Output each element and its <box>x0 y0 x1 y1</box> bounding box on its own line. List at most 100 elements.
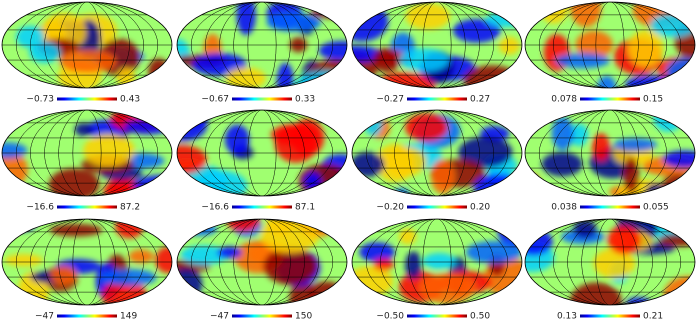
colorbar-min: 0.13 <box>557 312 577 322</box>
blob <box>498 36 521 55</box>
blob <box>128 249 154 264</box>
blob <box>352 6 369 22</box>
colorbar <box>57 97 117 101</box>
blob <box>183 222 217 236</box>
colorbar-max: 87.1 <box>295 203 315 213</box>
blob <box>48 168 100 196</box>
colorbar <box>407 314 467 318</box>
blob <box>607 225 641 255</box>
blob <box>430 159 455 195</box>
blob <box>155 246 172 274</box>
blob <box>15 25 45 48</box>
blob <box>485 11 522 28</box>
colorbar-min: −0.73 <box>26 95 54 105</box>
blob <box>102 269 157 287</box>
blob <box>541 152 583 177</box>
colorbar-min: −0.67 <box>201 95 229 105</box>
colorbar-min: −47 <box>35 312 54 322</box>
blob <box>420 273 475 304</box>
blob <box>177 180 192 196</box>
blob <box>4 253 44 267</box>
blob <box>473 173 522 196</box>
blob <box>593 248 636 279</box>
colorbar-min: −0.50 <box>376 312 404 322</box>
colorbar-max: 0.20 <box>470 203 490 213</box>
blob <box>463 65 520 88</box>
colorbar <box>407 205 467 209</box>
colorbar <box>57 314 117 318</box>
colorbar <box>580 205 640 209</box>
map-outline <box>351 109 523 197</box>
sky-map <box>525 219 695 305</box>
blob <box>398 228 417 245</box>
map-outline <box>524 1 696 89</box>
colorbar-max: 0.055 <box>643 203 669 213</box>
blob <box>591 133 610 162</box>
blob <box>597 75 617 88</box>
colorbar <box>580 97 640 101</box>
blob <box>422 253 456 270</box>
sky-map <box>2 2 172 88</box>
colorbar-max: 149 <box>120 312 137 322</box>
blob <box>662 150 695 168</box>
blob <box>570 2 602 28</box>
blob <box>625 75 676 88</box>
map-outline <box>524 218 696 306</box>
blob <box>59 49 117 73</box>
colorbar <box>232 314 292 318</box>
blob <box>551 116 574 151</box>
blob <box>359 242 395 263</box>
colorbar-max: 0.21 <box>643 312 663 322</box>
sky-map <box>525 110 695 196</box>
blob <box>148 58 170 85</box>
colorbar-min: 0.038 <box>551 203 577 213</box>
blob <box>49 223 103 237</box>
blob <box>670 2 693 14</box>
sky-map <box>177 2 347 88</box>
colorbar-min: −0.27 <box>376 95 404 105</box>
colorbar-min: −0.20 <box>376 203 404 213</box>
map-outline <box>176 1 348 89</box>
colorbar-min: −16.6 <box>201 203 229 213</box>
colorbar-max: 0.15 <box>643 95 663 105</box>
blob <box>260 219 320 254</box>
blob <box>573 219 597 239</box>
blob <box>224 124 250 155</box>
blob <box>352 152 385 177</box>
blob <box>385 146 427 177</box>
blob <box>458 136 513 168</box>
blob <box>575 30 614 59</box>
blob <box>613 138 658 152</box>
blob <box>352 219 368 233</box>
blob <box>83 134 135 167</box>
blob <box>622 157 640 193</box>
blob <box>2 142 28 159</box>
blob <box>405 2 451 30</box>
blob <box>405 251 422 280</box>
colorbar-max: 0.50 <box>470 312 490 322</box>
blob <box>318 40 347 61</box>
sky-map <box>352 110 522 196</box>
sky-map <box>2 219 172 305</box>
blob <box>310 6 347 19</box>
blob <box>50 265 77 285</box>
colorbar-max: 87.2 <box>120 203 140 213</box>
blob <box>525 2 543 10</box>
blob <box>28 41 61 64</box>
colorbar-max: 0.27 <box>470 95 490 105</box>
blob <box>465 241 522 264</box>
map-outline <box>176 218 348 306</box>
map-outline <box>1 109 173 197</box>
blob <box>373 258 394 271</box>
map-outline <box>351 1 523 89</box>
blob <box>132 174 172 195</box>
sky-map <box>2 110 172 196</box>
colorbar-min: −16.6 <box>26 203 54 213</box>
blob <box>270 124 319 146</box>
map-outline <box>1 1 173 89</box>
colorbar <box>407 97 467 101</box>
colorbar <box>580 314 640 318</box>
blob <box>180 245 228 266</box>
blob <box>217 246 242 259</box>
